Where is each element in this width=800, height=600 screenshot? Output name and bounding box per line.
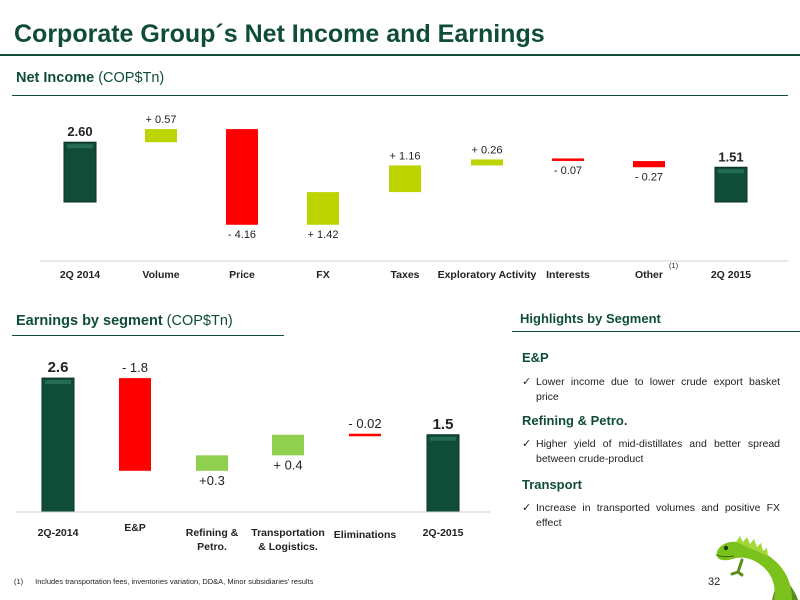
net-income-bar-other: [633, 161, 665, 168]
net-income-bar-exploratory-activity: [471, 159, 503, 166]
net-income-bar-fx: [307, 192, 339, 225]
earnings-bar-2q-2015: [427, 434, 459, 512]
page-title: Corporate Group´s Net Income and Earning…: [14, 20, 545, 48]
footnote-marker: (1): [14, 577, 24, 586]
net-income-bar-2q-2014: [64, 142, 96, 202]
title-divider: [0, 54, 800, 56]
net-income-heading-bold: Net Income: [16, 70, 95, 86]
net-income-bar-taxes: [389, 165, 421, 193]
earnings-category-label-refining-petro: Refining &: [186, 527, 239, 539]
page-number: 32: [708, 576, 721, 588]
net-income-value-label-2q-2015: 1.51: [718, 149, 743, 164]
highlight-refining-item: ✓ Higher yield of mid-distillates and bet…: [522, 437, 780, 467]
highlight-ep-text: Lower income due to lower crude export b…: [536, 376, 780, 403]
highlights-divider: [512, 331, 800, 332]
net-income-divider: [12, 95, 788, 96]
net-income-value-label-2q-2014: 2.60: [67, 124, 92, 139]
net-income-bar-outline-2q-2014: [63, 141, 97, 203]
earnings-bar-eliminations: [349, 433, 381, 437]
earnings-category-label-refining-petro: Petro.: [197, 541, 227, 553]
earnings-heading-unit: (COP$Tn): [162, 313, 233, 329]
earnings-bar-2q-2014: [42, 378, 74, 512]
highlights-heading: Highlights by Segment: [520, 311, 661, 326]
earnings-chart: 2.6 - 1.8 +0.3 + 0.4 - 0.02 1.5 2Q-2014 E&P Ref…: [16, 359, 490, 553]
net-income-value-label-taxes: + 1.16: [390, 150, 421, 162]
check-icon: ✓: [522, 438, 532, 450]
net-income-category-label-2q-2014: 2Q 2014: [60, 269, 100, 281]
earnings-bars: [41, 377, 460, 513]
earnings-heading-bold: Earnings by segment: [16, 313, 163, 329]
net-income-category-label-price: Price: [229, 269, 255, 281]
earnings-bar-transportation-logistics: [272, 434, 304, 456]
net-income-category-label-2q-2015: 2Q 2015: [711, 269, 751, 281]
net-income-value-label-exploratory-activity: + 0.26: [472, 144, 503, 156]
earnings-category-label-eliminations: Eliminations: [334, 529, 397, 541]
net-income-value-labels: 2.60 + 0.57 - 4.16 + 1.42 + 1.16 + 0.26 - 0.07…: [67, 114, 743, 241]
earnings-bar-refining-petro: [196, 455, 228, 471]
net-income-category-label-interests: Interests: [546, 269, 590, 281]
iguana-logo: [715, 536, 798, 600]
highlight-transport-item: ✓ Increase in transported volumes and pos…: [522, 501, 780, 531]
net-income-bar-outline-2q-2015: [714, 166, 748, 203]
footnote-text: Includes transportation fees, inventorie…: [35, 577, 314, 586]
net-income-chart: 2.60 + 0.57 - 4.16 + 1.42 + 1.16 + 0.26 - 0.07…: [40, 114, 788, 281]
earnings-category-label-2q-2014: 2Q-2014: [38, 527, 79, 539]
net-income-bar-highlight-2q-2015: [718, 169, 744, 174]
earnings-category-labels: 2Q-2014 E&P Refining & Petro. Transportation…: [38, 522, 464, 553]
net-income-category-label-exploratory-activity: Exploratory Activity: [438, 269, 537, 281]
earnings-divider: [12, 335, 284, 336]
earnings-bar-highlight-2q-2015: [430, 436, 456, 441]
check-icon: ✓: [522, 502, 532, 514]
earnings-value-label-transportation-logistics: + 0.4: [273, 457, 302, 472]
net-income-value-label-price: - 4.16: [228, 229, 256, 241]
net-income-category-label-fx: FX: [316, 269, 329, 281]
earnings-value-label-e-p: - 1.8: [122, 360, 148, 375]
highlight-transport-text: Increase in transported volumes and posi…: [536, 502, 780, 529]
highlight-refining-heading: Refining & Petro.: [522, 413, 628, 428]
net-income-category-label-volume: Volume: [142, 269, 179, 281]
earnings-value-label-refining-petro: +0.3: [199, 473, 225, 488]
earnings-category-label-e-p: E&P: [124, 522, 146, 534]
highlight-ep-item: ✓ Lower income due to lower crude export …: [522, 375, 780, 405]
net-income-value-label-other: - 0.27: [635, 171, 663, 183]
earnings-value-label-eliminations: - 0.02: [348, 416, 381, 431]
earnings-bar-e-p: [119, 378, 151, 471]
earnings-category-label-transportation-logistics: & Logistics.: [258, 541, 318, 553]
net-income-value-label-volume: + 0.57: [146, 114, 177, 126]
highlight-transport-heading: Transport: [522, 477, 582, 492]
earnings-category-label-2q-2015: 2Q-2015: [423, 527, 464, 539]
other-footnote-marker: (1): [669, 261, 679, 270]
earnings-bar-highlight-2q-2014: [45, 380, 71, 385]
earnings-category-label-transportation-logistics: Transportation: [251, 527, 325, 539]
net-income-category-label-other: Other: [635, 269, 663, 281]
earnings-value-label-2q-2014: 2.6: [48, 359, 69, 376]
highlight-ep-heading: E&P: [522, 350, 549, 365]
net-income-heading: Net Income (COP$Tn): [16, 70, 164, 86]
net-income-category-label-taxes: Taxes: [391, 269, 420, 281]
footnote: (1) Includes transportation fees, invento…: [14, 577, 313, 586]
net-income-bar-price: [226, 129, 258, 225]
net-income-bar-interests: [552, 158, 584, 161]
check-icon: ✓: [522, 376, 532, 388]
net-income-heading-unit: (COP$Tn): [94, 70, 165, 86]
net-income-value-label-fx: + 1.42: [308, 229, 339, 241]
net-income-bars: [63, 129, 748, 225]
net-income-bar-volume: [145, 129, 177, 143]
highlight-refining-text: Higher yield of mid-distillates and bett…: [536, 438, 780, 465]
net-income-bar-highlight-2q-2014: [67, 144, 93, 149]
net-income-category-labels: 2Q 2014 Volume Price FX Taxes Exploratory Act…: [60, 269, 751, 281]
net-income-value-label-interests: - 0.07: [554, 165, 582, 177]
earnings-value-labels: 2.6 - 1.8 +0.3 + 0.4 - 0.02 1.5: [48, 359, 454, 488]
earnings-value-label-2q-2015: 1.5: [433, 416, 454, 433]
earnings-heading: Earnings by segment (COP$Tn): [16, 313, 233, 329]
